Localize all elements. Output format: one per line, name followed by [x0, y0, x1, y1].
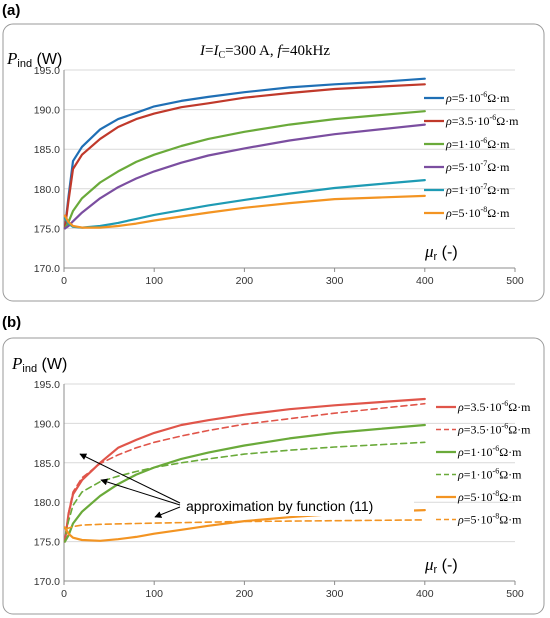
- series-line-2: [63, 83, 426, 230]
- y-tick-label: 180.0: [34, 184, 60, 196]
- series-line-4: [63, 123, 426, 230]
- x-tick-label: 200: [236, 588, 254, 600]
- y-tick-label: 195.0: [34, 379, 60, 391]
- series-line-2: [65, 402, 426, 535]
- annotation-arrow: [154, 506, 181, 518]
- x-tick-label: 0: [61, 588, 67, 600]
- legend-label: ρ=5·10-8Ω·m: [445, 205, 510, 220]
- annotation-box: [178, 496, 414, 516]
- panel-b-plot: 170.0 175.0 180.0 185.0 190.0 195.0 0 100 200 300…: [11, 354, 531, 600]
- legend-label: ρ=3.5·10-6Ω·m: [445, 113, 519, 128]
- panel-a-frame: [2, 23, 545, 302]
- x-tick-label: 0: [61, 275, 67, 287]
- y-axis-label: Pind (W): [11, 354, 67, 375]
- legend-label: ρ=5·10-8Ω·m: [457, 512, 522, 527]
- y-tick-label: 185.0: [34, 144, 60, 156]
- legend-label: ρ=1·10-6Ω·m: [445, 136, 510, 151]
- panel-a-label: (a): [2, 2, 20, 19]
- legend-label: ρ=1·10-6Ω·m: [457, 444, 522, 459]
- y-tick-label: 170.0: [34, 263, 60, 275]
- x-tick-label: 200: [236, 275, 254, 287]
- legend-label: ρ=3.5·10-6Ω·m: [457, 399, 531, 414]
- legend-label: ρ=1·10-6Ω·m: [457, 467, 522, 482]
- legend-label: ρ=5·10-8Ω·m: [457, 489, 522, 504]
- legend-label: ρ=3.5·10-6Ω·m: [457, 422, 531, 437]
- panel-b-frame: [2, 337, 545, 615]
- x-axis-label: μr (-): [424, 242, 458, 263]
- x-tick-label: 500: [506, 588, 524, 600]
- series-line-1: [63, 397, 426, 543]
- y-tick-label: 195.0: [34, 65, 60, 77]
- x-tick-label: 100: [145, 588, 163, 600]
- annotation-arrow: [79, 453, 181, 504]
- y-tick-label: 185.0: [34, 458, 60, 470]
- annotation-arrow: [100, 478, 181, 506]
- y-tick-label: 175.0: [34, 223, 60, 235]
- x-tick-label: 500: [506, 275, 524, 287]
- series-line-1: [63, 77, 426, 230]
- series-line-4: [65, 441, 426, 535]
- panel-a-plot: 170.0 175.0 180.0 185.0 190.0 195.0 0 100 200 300…: [6, 43, 524, 287]
- legend-label: ρ=5·10-7Ω·m: [445, 159, 510, 174]
- x-tick-label: 300: [326, 588, 344, 600]
- annotation-text: approximation by function (11): [186, 498, 373, 514]
- legend-label: ρ=5·10-6Ω·m: [445, 90, 510, 105]
- x-axis-label: μr (-): [424, 555, 458, 576]
- y-tick-label: 170.0: [34, 576, 60, 588]
- y-tick-label: 175.0: [34, 537, 60, 549]
- x-tick-label: 100: [145, 275, 163, 287]
- series-line-6: [65, 519, 426, 530]
- y-tick-label: 190.0: [34, 105, 60, 117]
- panel-b-label: (b): [2, 314, 21, 331]
- condition-text: I=IC=300 A, f=40kHz: [199, 43, 330, 61]
- y-tick-label: 190.0: [34, 418, 60, 430]
- y-tick-label: 180.0: [34, 497, 60, 509]
- x-tick-label: 400: [416, 275, 434, 287]
- series-line-3: [63, 110, 426, 230]
- series-line-6: [63, 194, 426, 229]
- x-tick-label: 300: [326, 275, 344, 287]
- legend-label: ρ=1·10-7Ω·m: [445, 182, 510, 197]
- x-tick-label: 400: [416, 588, 434, 600]
- y-axis-label: Pind (W): [6, 49, 62, 70]
